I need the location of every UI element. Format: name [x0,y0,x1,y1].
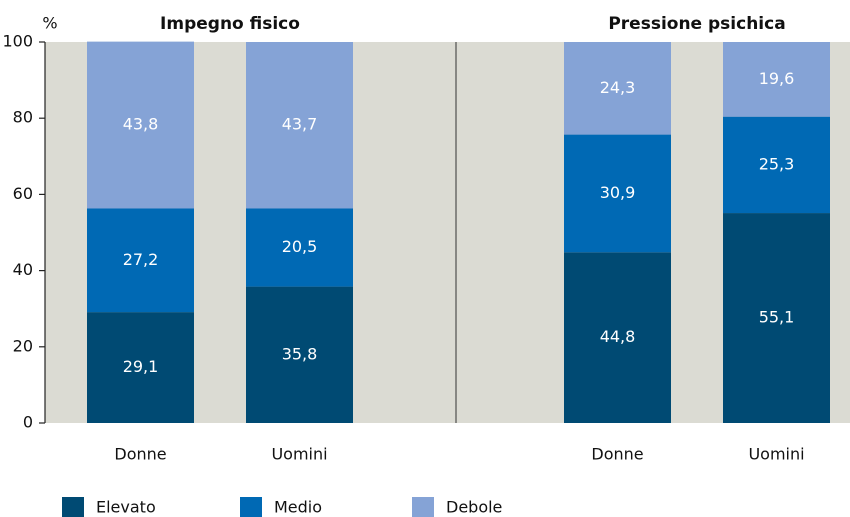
bar-segment [246,286,353,423]
panel-title: Impegno fisico [160,14,300,34]
y-tick-label: 20 [13,336,33,355]
data-label: 43,8 [123,115,159,134]
data-label: 44,8 [600,327,636,346]
data-label: 30,9 [600,183,636,202]
data-label: 43,7 [282,115,318,134]
bar-segment [564,252,671,423]
legend-swatch [412,497,434,517]
bar-segment [564,134,671,253]
y-tick-label: 0 [23,413,33,432]
data-label: 24,3 [600,78,636,97]
data-label: 25,3 [759,154,795,173]
x-tick-label: Donne [591,445,643,464]
bar-segment [246,42,353,209]
legend-swatch [240,497,262,517]
legend-label: Medio [274,498,322,517]
bar-segment [246,208,353,287]
y-tick-label: 80 [13,108,33,127]
panel-title: Pressione psichica [608,14,785,34]
bar-segment [723,213,830,423]
data-label: 55,1 [759,308,795,327]
data-label: 20,5 [282,237,318,256]
x-tick-label: Uomini [748,445,804,464]
legend-swatch [62,497,84,517]
y-tick-label: 40 [13,260,33,279]
bar-segment [564,42,671,135]
x-tick-label: Uomini [271,445,327,464]
bar-segment [723,42,830,117]
data-label: 29,1 [123,357,159,376]
data-label: 35,8 [282,344,318,363]
bar-segment [87,41,194,209]
y-axis-label: % [42,14,57,33]
y-tick-label: 100 [2,32,33,51]
bar-segment [87,312,194,423]
legend-label: Debole [446,498,502,517]
x-tick-label: Donne [114,445,166,464]
data-label: 27,2 [123,250,159,269]
bar-segment [87,208,194,313]
legend-label: Elevato [96,498,156,517]
data-label: 19,6 [759,69,795,88]
bar-segment [723,116,830,214]
y-tick-label: 60 [13,184,33,203]
